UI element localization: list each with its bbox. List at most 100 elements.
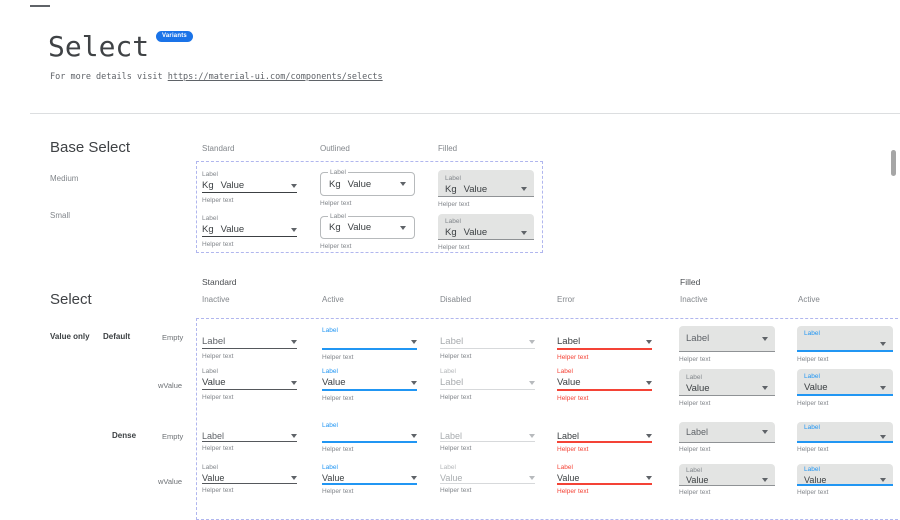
select-label: Label: [804, 329, 820, 337]
dropdown-arrow-icon: [291, 433, 297, 438]
helper-text: Helper text: [202, 353, 234, 360]
select-value-row: Value: [686, 475, 768, 486]
standard-select-inactive[interactable]: Label Helper text: [202, 326, 297, 361]
select-control[interactable]: Label: [202, 335, 297, 349]
standard-select-disabled[interactable]: Label Helper text: [440, 422, 535, 453]
helper-text: Helper text: [557, 395, 589, 402]
standard-select-inactive[interactable]: Label Helper text: [202, 422, 297, 453]
select-control[interactable]: Kg Value: [202, 223, 297, 237]
standard-select-active[interactable]: Label Helper text: [322, 422, 417, 454]
select-value-row: Value: [686, 382, 768, 395]
standard-select-error[interactable]: Label Value Helper text: [557, 367, 652, 403]
filled-select-inactive[interactable]: Label Kg Value Helper text: [438, 214, 534, 252]
select-control[interactable]: Value: [557, 376, 652, 391]
select-value-row: [804, 432, 886, 443]
select-control[interactable]: [322, 430, 417, 443]
helper-text: Helper text: [557, 354, 589, 361]
select-control[interactable]: Label: [440, 335, 535, 349]
select-value: Kg Value: [329, 222, 371, 233]
select-control[interactable]: Label Value: [679, 369, 775, 396]
select-control[interactable]: [322, 335, 417, 350]
variant-wvalue-dense: wValue: [158, 477, 183, 486]
select-control[interactable]: Kg Value: [202, 179, 297, 193]
select-control[interactable]: Value: [322, 472, 417, 485]
dropdown-arrow-icon: [291, 380, 297, 385]
helper-text: Helper text: [202, 445, 234, 452]
standard-select-disabled[interactable]: Label Label Helper text: [440, 367, 535, 402]
filled-select-active[interactable]: Label Helper text: [797, 422, 893, 454]
select-control[interactable]: Label: [557, 335, 652, 350]
top-left-dash: [30, 5, 50, 7]
select-control[interactable]: Label Kg Value: [320, 169, 415, 196]
select-control[interactable]: Label: [440, 376, 535, 390]
select-label: Label: [202, 368, 218, 375]
helper-text: Helper text: [797, 446, 829, 453]
select-control[interactable]: Label Kg Value: [438, 214, 534, 240]
select-control[interactable]: Value: [202, 376, 297, 390]
select-control[interactable]: Label Value: [797, 369, 893, 396]
select-value: Value: [202, 377, 226, 388]
standard-select-active[interactable]: Label Value Helper text: [322, 367, 417, 403]
intro-link[interactable]: https://material-ui.com/components/selec…: [167, 72, 383, 82]
outlined-select-inactive[interactable]: Label Kg Value Helper text: [320, 169, 415, 208]
select-label: Label: [686, 373, 702, 381]
standard-select-error[interactable]: Label Helper text: [557, 326, 652, 362]
row-group-value-only: Value only: [50, 332, 90, 341]
select-label: Label: [445, 174, 461, 182]
select-label: Label: [202, 464, 218, 471]
outlined-select-inactive[interactable]: Label Kg Value Helper text: [320, 213, 415, 251]
select-control[interactable]: Value: [440, 472, 535, 484]
standard-select-disabled[interactable]: Label Value Helper text: [440, 464, 535, 495]
filled-select-inactive[interactable]: Label Helper text: [679, 422, 775, 454]
variant-wvalue-default: wValue: [158, 381, 183, 390]
helper-text: Helper text: [322, 395, 354, 402]
standard-select-disabled[interactable]: Label Helper text: [440, 326, 535, 361]
unit-prefix: Kg: [329, 222, 341, 233]
select-value-row: Value: [804, 474, 886, 485]
filled-select-active[interactable]: Label Value Helper text: [797, 464, 893, 497]
select-control[interactable]: Label: [557, 430, 652, 443]
standard-select-base[interactable]: Label Kg Value Helper text: [202, 170, 297, 205]
filled-select-inactive[interactable]: Label Kg Value Helper text: [438, 170, 534, 209]
select-control[interactable]: Label: [679, 326, 775, 352]
standard-select-inactive[interactable]: Label Value Helper text: [202, 464, 297, 495]
select-control[interactable]: Label: [679, 422, 775, 443]
standard-select-active[interactable]: Label Value Helper text: [322, 464, 417, 496]
select-control[interactable]: Label Kg Value: [438, 170, 534, 197]
helper-text: Helper text: [440, 445, 472, 452]
select-label: Label: [322, 327, 338, 334]
dropdown-arrow-icon: [646, 339, 652, 344]
standard-select-inactive[interactable]: Label Value Helper text: [202, 367, 297, 402]
select-control[interactable]: Label: [440, 430, 535, 442]
select-value-row: [804, 338, 886, 351]
select-control[interactable]: Label: [797, 422, 893, 443]
select-control[interactable]: Label Kg Value: [320, 213, 415, 239]
select-control[interactable]: Label Value: [797, 464, 893, 486]
helper-text: Helper text: [202, 197, 234, 204]
scrollbar-thumb[interactable]: [891, 150, 896, 176]
standard-select-active[interactable]: Label Helper text: [322, 326, 417, 362]
filled-select-inactive[interactable]: Label Value Helper text: [679, 369, 775, 408]
select-control[interactable]: Label: [797, 326, 893, 352]
select-label: [202, 422, 297, 430]
filled-select-inactive[interactable]: Label Value Helper text: [679, 464, 775, 497]
filled-select-inactive[interactable]: Label Helper text: [679, 326, 775, 364]
select-control[interactable]: Value: [322, 376, 417, 391]
filled-select-active[interactable]: Label Helper text: [797, 326, 893, 364]
unit-prefix: Kg: [329, 178, 341, 190]
select-control[interactable]: Value: [202, 472, 297, 484]
select-control[interactable]: Label Value: [679, 464, 775, 486]
filled-select-active[interactable]: Label Value Helper text: [797, 369, 893, 408]
standard-select-base[interactable]: Label Kg Value Helper text: [202, 214, 297, 249]
select-value: Value: [804, 382, 828, 393]
standard-select-error[interactable]: Label Value Helper text: [557, 464, 652, 496]
value-text: Value: [463, 183, 488, 195]
select-control[interactable]: Label: [202, 430, 297, 442]
base-row-small: Small: [50, 211, 71, 220]
select-value-row: Kg Value: [329, 222, 406, 233]
helper-text: Helper text: [440, 394, 472, 401]
select-control[interactable]: Value: [557, 472, 652, 485]
standard-select-error[interactable]: Label Helper text: [557, 422, 652, 454]
select-value: Label: [202, 430, 225, 441]
helper-text: Helper text: [557, 488, 589, 495]
